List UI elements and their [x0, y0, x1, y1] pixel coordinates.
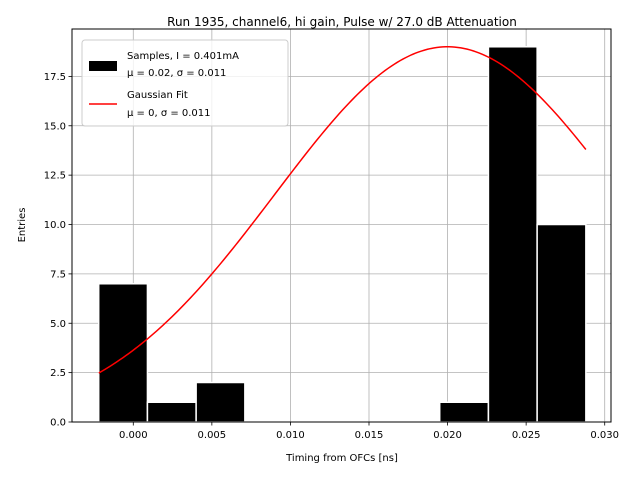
x-tick-label: 0.025: [512, 430, 541, 441]
y-tick-label: 15.0: [44, 121, 66, 132]
chart-title: Run 1935, channel6, hi gain, Pulse w/ 27…: [167, 15, 517, 29]
y-tick-label: 5.0: [50, 319, 66, 330]
axes-frame: [71, 28, 612, 423]
y-tick-label: 12.5: [44, 171, 66, 182]
legend-fit-label: Gaussian Fit: [127, 90, 188, 101]
histogram-bars: [97, 46, 587, 423]
y-tick-label: 7.5: [50, 269, 66, 280]
legend-samples-patch: [89, 61, 117, 71]
x-tick-label: 0.030: [590, 430, 619, 441]
legend-samples-stats: μ = 0.02, σ = 0.011: [127, 68, 226, 79]
x-tick-label: 0.020: [433, 430, 462, 441]
legend-box: [81, 39, 289, 127]
fit-curve-group: [98, 46, 587, 374]
histogram-bar: [97, 283, 149, 423]
x-tick-label: 0.015: [355, 430, 384, 441]
x-axis-ticks: 0.000 0.005 0.010 0.015 0.020 0.025 0.030: [119, 422, 619, 441]
legend: Samples, I = 0.401mA μ = 0.02, σ = 0.011…: [81, 39, 289, 127]
histogram-bar: [195, 381, 246, 423]
y-tick-label: 10.0: [44, 220, 66, 231]
y-tick-label: 17.5: [44, 72, 66, 83]
histogram-bar: [536, 223, 587, 423]
x-axis-label: Timing from OFCs [ns]: [285, 453, 398, 464]
legend-samples-label: Samples, I = 0.401mA: [127, 51, 239, 62]
y-axis-ticks: 0.0 2.5 5.0 7.5 10.0 12.5 15.0 17.5: [44, 72, 72, 429]
histogram-bar: [146, 401, 197, 423]
histogram-bar: [487, 46, 538, 423]
x-tick-label: 0.005: [198, 430, 227, 441]
gaussian-fit-curve: [98, 46, 587, 374]
y-tick-label: 2.5: [50, 368, 66, 379]
legend-fit-stats: μ = 0, σ = 0.011: [127, 108, 211, 119]
x-tick-label: 0.000: [119, 430, 148, 441]
histogram-bar: [438, 401, 490, 423]
y-tick-label: 0.0: [50, 418, 66, 429]
x-tick-label: 0.010: [276, 430, 305, 441]
y-axis-label: Entries: [17, 208, 28, 243]
